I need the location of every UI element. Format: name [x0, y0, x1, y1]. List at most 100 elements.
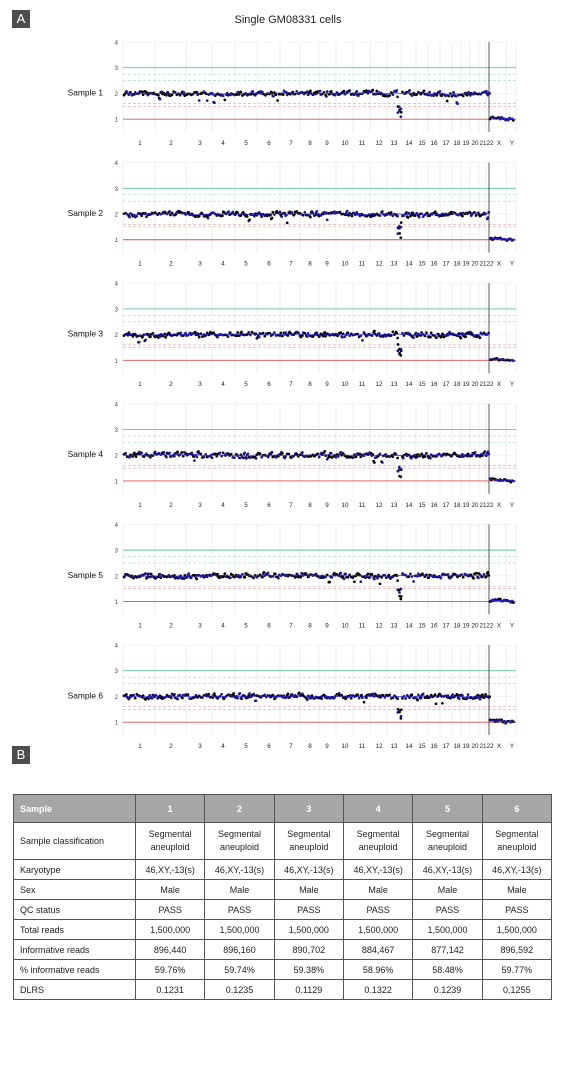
- data-point: [401, 697, 404, 700]
- x-tick-label: 11: [359, 140, 366, 147]
- table-row: QC status PASS PASS PASS PASS PASS PASS: [13, 899, 553, 920]
- data-point: [429, 331, 433, 335]
- data-point: [281, 452, 284, 455]
- x-tick-label: 20: [471, 502, 479, 509]
- data-point: [456, 102, 459, 106]
- data-point: [337, 455, 340, 458]
- data-point: [370, 334, 374, 338]
- data-point: [232, 692, 235, 695]
- data-point: [178, 693, 182, 697]
- x-tick-label: X: [497, 502, 502, 509]
- data-point: [243, 575, 247, 579]
- y-tick-label: 1: [115, 721, 119, 727]
- data-point: [319, 214, 323, 217]
- data-point: [328, 455, 331, 459]
- data-point: [355, 90, 359, 93]
- data-point: [399, 110, 403, 114]
- x-tick-label: 17: [442, 140, 450, 147]
- data-point: [362, 331, 366, 334]
- data-point: [389, 211, 393, 214]
- data-point: [243, 451, 247, 455]
- x-tick-label: 22: [486, 743, 494, 750]
- data-point: [487, 210, 491, 214]
- data-point: [220, 692, 223, 696]
- data-point: [399, 236, 403, 240]
- data-point: [286, 692, 290, 696]
- data-point: [125, 693, 128, 696]
- data-point: [396, 697, 399, 701]
- data-point: [368, 576, 371, 579]
- x-tick-label: 8: [308, 743, 312, 750]
- x-tick-label: 15: [418, 261, 426, 268]
- x-tick-label: 15: [418, 743, 426, 750]
- data-point: [274, 93, 278, 97]
- x-tick-label: 21: [479, 381, 487, 388]
- data-point: [374, 92, 378, 96]
- data-point: [433, 210, 437, 214]
- x-tick-label: 5: [244, 140, 248, 147]
- table-cell: 0.1235: [204, 979, 275, 1000]
- x-tick-label: 14: [405, 261, 413, 268]
- x-tick-label: 5: [244, 743, 248, 750]
- data-point: [329, 90, 333, 93]
- x-tick-label: 4: [221, 622, 225, 629]
- data-point: [423, 334, 427, 338]
- data-point: [313, 697, 316, 700]
- cell-line: Segmental: [287, 829, 331, 839]
- data-point: [399, 107, 403, 111]
- data-point: [223, 98, 227, 102]
- data-point: [144, 338, 147, 342]
- data-point: [352, 455, 355, 459]
- data-point: [399, 225, 403, 229]
- data-point: [381, 461, 384, 464]
- row-label: Informative reads: [13, 939, 136, 960]
- data-point: [325, 90, 329, 93]
- x-tick-label: 11: [359, 261, 366, 268]
- x-tick-label: 5: [244, 381, 248, 388]
- data-point: [425, 451, 428, 455]
- data-point: [168, 209, 171, 213]
- data-point: [202, 455, 206, 459]
- data-point: [182, 577, 186, 581]
- row-label: Sex: [13, 879, 136, 900]
- segment-trend-line: [123, 92, 489, 95]
- x-tick-label: 10: [341, 743, 349, 750]
- data-point: [269, 213, 272, 217]
- x-tick-label: 3: [198, 381, 202, 388]
- data-point: [365, 334, 369, 338]
- data-point: [223, 572, 227, 575]
- x-tick-label: 5: [244, 502, 248, 509]
- data-point: [473, 451, 477, 454]
- data-point: [427, 93, 431, 97]
- data-point: [407, 211, 411, 215]
- data-point: [487, 331, 491, 335]
- table-cell: 1,500,000: [134, 919, 206, 940]
- data-point: [378, 582, 382, 586]
- table-cell: 59.77%: [481, 959, 553, 980]
- data-point: [164, 336, 167, 339]
- x-tick-label: 16: [430, 381, 438, 388]
- y-tick-label: 1: [115, 359, 119, 365]
- cell-line: aneuploid: [289, 842, 329, 852]
- panel-label-b: B: [12, 746, 30, 764]
- data-point: [325, 211, 328, 214]
- data-point: [391, 330, 395, 334]
- data-point: [128, 455, 131, 459]
- data-point: [201, 696, 204, 699]
- x-tick-label: 13: [390, 381, 398, 388]
- data-point: [395, 88, 399, 92]
- x-tick-label: 19: [462, 743, 470, 750]
- header-sample: Sample: [13, 794, 136, 823]
- cell-line: aneuploid: [497, 842, 537, 852]
- data-point: [445, 99, 449, 103]
- x-tick-label: 18: [453, 140, 461, 147]
- data-point: [260, 455, 263, 459]
- data-point: [398, 232, 401, 235]
- data-point: [279, 331, 283, 335]
- table-header-row: Sample 1 2 3 4 5 6: [13, 794, 553, 823]
- data-point: [399, 467, 403, 471]
- y-tick-label: 4: [115, 644, 119, 650]
- data-point: [481, 693, 484, 697]
- table-cell: Segmental aneuploid: [134, 822, 206, 860]
- data-point: [238, 691, 242, 695]
